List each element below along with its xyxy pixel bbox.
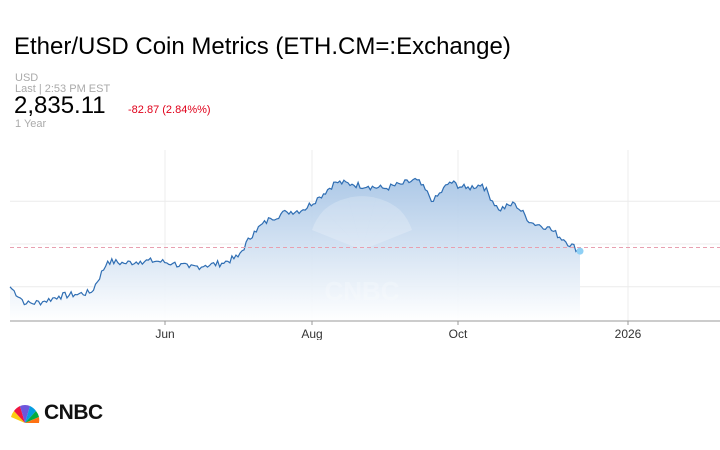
price-change: -82.87 (2.84%%) <box>128 104 211 116</box>
last-update-timestamp: Last | 2:53 PM EST <box>15 83 111 95</box>
last-price: 2,835.11 <box>14 92 106 119</box>
chart-title: Ether/USD Coin Metrics (ETH.CM=:Exchange… <box>14 33 511 60</box>
price-area <box>10 178 580 321</box>
time-range-label[interactable]: 1 Year <box>15 118 47 130</box>
x-tick-label: Jun <box>155 327 174 340</box>
cnbc-watermark: CNBC <box>312 196 412 306</box>
price-chart[interactable]: CNBC Jun Aug Oct 2026 <box>0 140 720 340</box>
currency-label: USD <box>15 72 39 84</box>
x-tick-label: Oct <box>449 327 468 340</box>
peacock-icon <box>11 404 40 423</box>
cnbc-logo[interactable]: CNBC <box>10 402 103 423</box>
x-tick-label: Aug <box>301 327 322 340</box>
watermark-text: CNBC <box>324 276 399 306</box>
peacock-watermark-icon <box>312 196 412 250</box>
x-axis-ticks: Jun Aug Oct 2026 <box>155 321 642 340</box>
cnbc-logo-text: CNBC <box>44 401 103 424</box>
price-line <box>9 177 581 307</box>
last-price-marker[interactable] <box>576 247 584 255</box>
x-tick-label: 2026 <box>615 327 642 340</box>
